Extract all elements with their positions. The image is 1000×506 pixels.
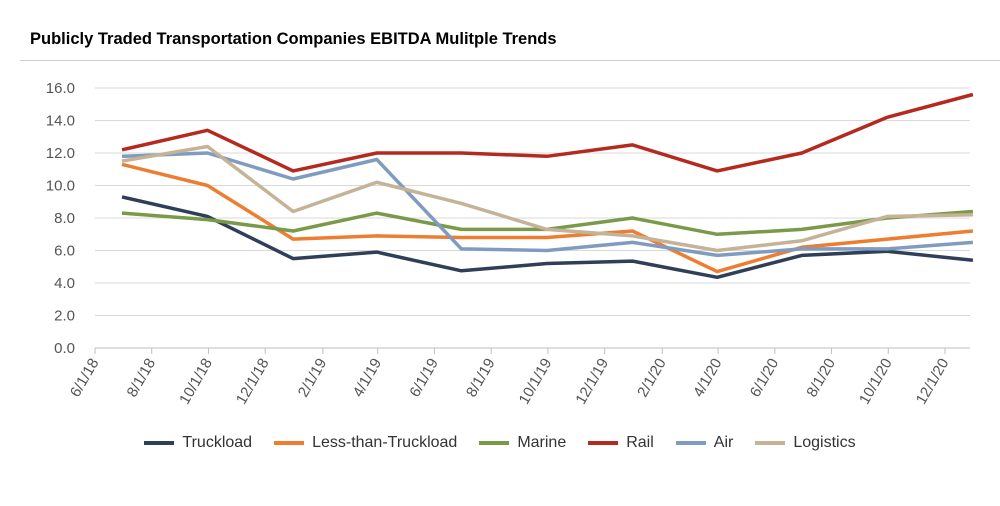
legend-item: Marine (479, 434, 566, 452)
series-line-truckload (121, 195, 974, 280)
legend-label: Rail (626, 434, 654, 451)
legend-item: Air (675, 434, 734, 452)
series-line-logistics (121, 144, 973, 253)
x-tick-label: 10/1/20 (856, 356, 896, 408)
chart-title: Publicly Traded Transportation Companies… (30, 30, 557, 48)
y-tick-label: 0.0 (54, 340, 75, 357)
legend-swatch (274, 441, 305, 445)
y-tick-label: 2.0 (54, 308, 75, 325)
legend-label: Less-than-Truckload (312, 434, 458, 451)
x-tick-label: 8/1/18 (124, 356, 160, 401)
x-tick-label: 4/1/19 (350, 356, 386, 401)
legend-item: Rail (588, 434, 654, 452)
x-tick-label: 6/1/18 (67, 356, 103, 401)
y-tick-label: 10.0 (46, 178, 75, 195)
x-tick-label: 6/1/20 (747, 356, 783, 401)
series-line-air (121, 151, 974, 258)
x-tick-label: 12/1/19 (572, 356, 612, 408)
x-tick-label: 12/1/18 (233, 356, 273, 408)
y-tick-label: 8.0 (54, 210, 75, 227)
x-tick-label: 2/1/19 (295, 356, 331, 401)
x-tick-label: 10/1/18 (176, 356, 216, 408)
x-tick-label: 12/1/20 (913, 356, 953, 408)
legend-label: Marine (517, 434, 567, 451)
series-line-rail (121, 92, 974, 173)
y-tick-label: 14.0 (46, 113, 75, 130)
legend-label: Logistics (793, 434, 856, 451)
x-tick-label: 4/1/20 (690, 356, 726, 401)
legend-item: Truckload (144, 434, 252, 452)
x-tick-label: 2/1/20 (634, 356, 670, 401)
y-tick-label: 16.0 (46, 80, 75, 97)
legend-swatch (479, 441, 510, 445)
series-line-less-than-truckload (121, 162, 974, 274)
legend: Truckload Less-than-Truckload Marine Rail Ai… (0, 434, 1000, 452)
y-tick-label: 6.0 (54, 243, 75, 260)
title-divider (20, 60, 1000, 61)
y-tick-label: 12.0 (46, 145, 75, 162)
x-tick-label: 8/1/19 (463, 355, 499, 400)
legend-label: Air (713, 434, 734, 451)
y-tick-label: 4.0 (54, 275, 75, 292)
x-tick-label: 8/1/20 (803, 356, 839, 401)
legend-label: Truckload (182, 434, 253, 451)
legend-swatch (144, 441, 175, 445)
legend-item: Less-than-Truckload (274, 434, 457, 452)
x-tick-label: 6/1/19 (406, 356, 442, 401)
x-tick-label: 10/1/19 (516, 356, 556, 408)
legend-swatch (588, 441, 619, 445)
legend-swatch (755, 441, 786, 445)
legend-swatch (675, 441, 706, 445)
legend-item: Logistics (755, 434, 856, 452)
